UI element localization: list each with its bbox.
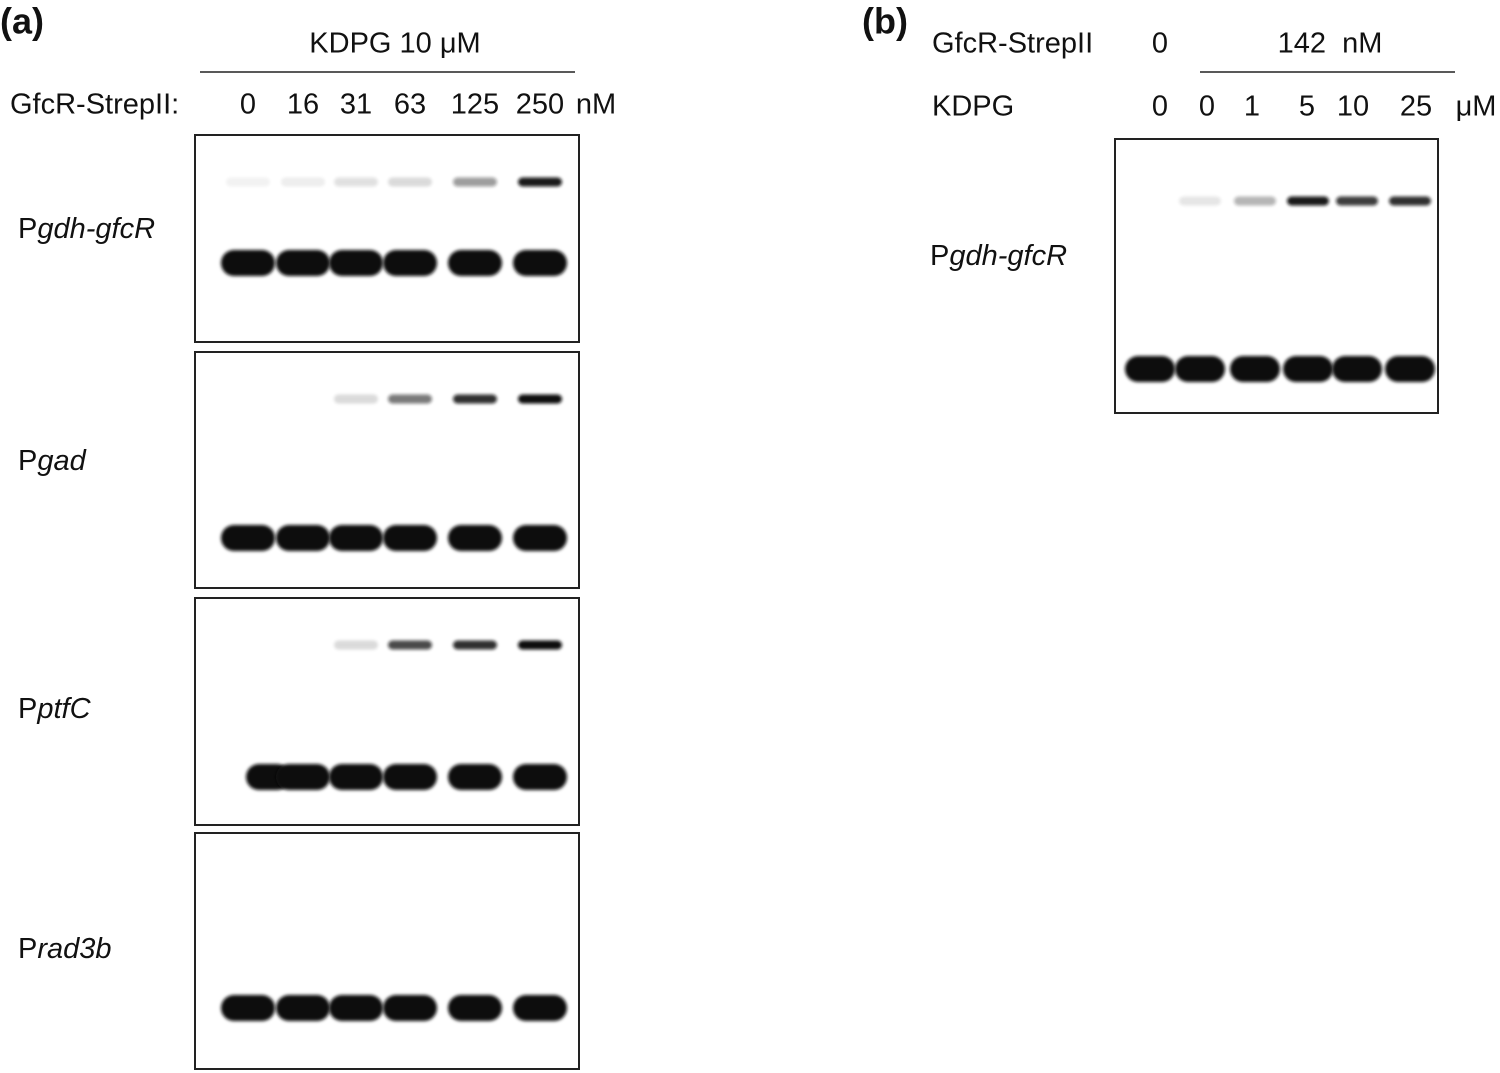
band [1283, 356, 1333, 382]
gel [194, 134, 580, 343]
italic: rad3b [37, 933, 111, 965]
band [448, 525, 502, 551]
panel-label: (b) [862, 1, 908, 42]
panel-label: (a) [0, 1, 44, 42]
band [453, 640, 497, 650]
band [513, 250, 567, 276]
band [1389, 196, 1431, 206]
gel-label: PptfC [18, 693, 92, 725]
band [221, 250, 275, 276]
prefix: P [18, 213, 37, 245]
band [1287, 196, 1329, 206]
band [276, 995, 330, 1021]
band [1175, 356, 1225, 382]
band [329, 764, 383, 790]
treatment: KDPG 10 μM [309, 28, 480, 60]
band [334, 177, 378, 187]
gel [194, 351, 580, 589]
band [1179, 196, 1221, 206]
band [1125, 356, 1175, 382]
italic: gdh-gfcR [949, 240, 1067, 272]
concentration: 0 [1152, 28, 1168, 60]
concentration: 125 [451, 89, 499, 121]
band [334, 640, 378, 650]
gel-label: Pgdh-gfcR [18, 213, 155, 245]
band [388, 394, 432, 404]
band [448, 250, 502, 276]
band [221, 525, 275, 551]
concentration: 63 [394, 89, 426, 121]
band [388, 640, 432, 650]
band [329, 995, 383, 1021]
band [453, 394, 497, 404]
concentration: 31 [340, 89, 372, 121]
italic: ptfC [36, 693, 91, 725]
gel-label: Prad3b [18, 933, 112, 965]
band [383, 995, 437, 1021]
band [383, 525, 437, 551]
italic: gad [37, 445, 86, 477]
band [448, 995, 502, 1021]
band [329, 525, 383, 551]
band [226, 177, 270, 187]
band [1385, 356, 1435, 382]
concentration: 1 [1244, 91, 1260, 123]
concentration: 25 [1400, 91, 1432, 123]
band [518, 640, 562, 650]
band [1230, 356, 1280, 382]
band [276, 764, 330, 790]
band [1234, 196, 1276, 206]
band [276, 250, 330, 276]
band [448, 764, 502, 790]
concentration: 16 [287, 89, 319, 121]
row-label: GfcR-StrepII [932, 28, 1093, 60]
band [334, 394, 378, 404]
row-label: KDPG [932, 91, 1014, 123]
band [518, 394, 562, 404]
prefix: P [18, 445, 37, 477]
prefix: P [930, 240, 949, 272]
band [453, 177, 497, 187]
band [513, 764, 567, 790]
prefix: P [18, 693, 37, 725]
row-label: GfcR-StrepII: [10, 89, 179, 121]
concentration: 0 [1199, 91, 1215, 123]
concentration: 0 [240, 89, 256, 121]
band [329, 250, 383, 276]
unit: μM [1456, 91, 1497, 123]
concentration: 5 [1299, 91, 1315, 123]
prefix: P [18, 933, 37, 965]
concentration-group: 142 nM [1278, 28, 1383, 60]
band [1336, 196, 1378, 206]
concentration: 10 [1337, 91, 1369, 123]
band [388, 177, 432, 187]
band [518, 177, 562, 187]
unit: nM [576, 89, 616, 121]
italic: gdh-gfcR [37, 213, 155, 245]
gel [194, 597, 580, 826]
concentration: 0 [1152, 91, 1168, 123]
band [221, 995, 275, 1021]
band [281, 177, 325, 187]
band [1332, 356, 1382, 382]
band [513, 995, 567, 1021]
gel-label: Pgad [18, 445, 87, 477]
gel-label: Pgdh-gfcR [930, 240, 1067, 272]
gel [194, 832, 580, 1070]
band [513, 525, 567, 551]
band [276, 525, 330, 551]
band [383, 764, 437, 790]
concentration: 250 [516, 89, 564, 121]
band [383, 250, 437, 276]
